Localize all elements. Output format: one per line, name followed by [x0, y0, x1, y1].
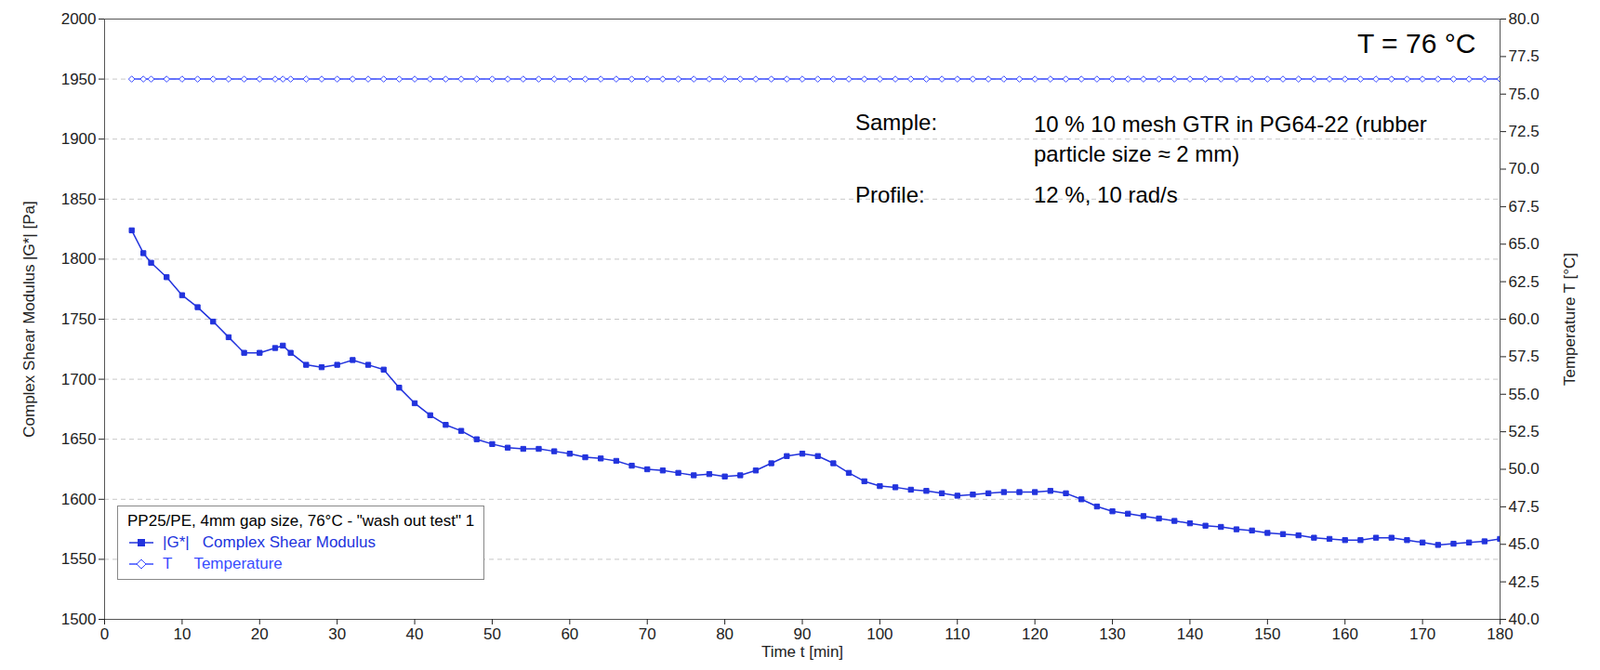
- svg-text:1600: 1600: [61, 490, 97, 509]
- svg-text:57.5: 57.5: [1508, 347, 1540, 366]
- svg-text:1750: 1750: [61, 310, 97, 329]
- svg-text:60.0: 60.0: [1508, 310, 1540, 329]
- svg-text:52.5: 52.5: [1508, 423, 1540, 441]
- html-text:T Temperature: T Temperature: [162, 555, 283, 573]
- svg-text:140: 140: [1176, 625, 1204, 644]
- svg-text:150: 150: [1254, 625, 1281, 644]
- svg-text:100: 100: [866, 625, 893, 644]
- svg-text:1500: 1500: [61, 610, 97, 629]
- svg-text:70: 70: [638, 625, 657, 644]
- svg-text:Time t [min]: Time t [min]: [761, 643, 844, 662]
- svg-text:80.0: 80.0: [1508, 10, 1540, 28]
- svg-text:1650: 1650: [61, 430, 97, 449]
- svg-text:40: 40: [406, 625, 424, 644]
- svg-text:Complex Shear Modulus |G*| [Pa: Complex Shear Modulus |G*| [Pa]: [20, 200, 39, 438]
- svg-text:0: 0: [100, 625, 109, 644]
- svg-text:10: 10: [172, 625, 191, 644]
- svg-text:77.5: 77.5: [1508, 47, 1540, 66]
- svg-text:45.0: 45.0: [1508, 535, 1540, 554]
- html-text:12 %, 10 rad/s: 12 %, 10 rad/s: [1033, 182, 1178, 208]
- svg-text:1900: 1900: [61, 130, 97, 148]
- svg-text:67.5: 67.5: [1508, 198, 1540, 216]
- svg-text:40.0: 40.0: [1508, 610, 1540, 629]
- svg-text:1700: 1700: [61, 370, 97, 389]
- html-text:Profile:: Profile:: [855, 182, 925, 208]
- svg-text:1950: 1950: [61, 70, 97, 89]
- svg-text:90: 90: [793, 625, 812, 644]
- svg-text:55.0: 55.0: [1508, 385, 1540, 404]
- svg-text:65.0: 65.0: [1508, 235, 1540, 253]
- svg-text:1800: 1800: [61, 250, 97, 268]
- svg-text:50: 50: [483, 625, 502, 644]
- svg-text:180: 180: [1486, 625, 1513, 644]
- svg-text:70.0: 70.0: [1508, 159, 1540, 178]
- svg-text:62.5: 62.5: [1508, 273, 1540, 291]
- svg-text:110: 110: [944, 625, 970, 644]
- svg-text:Temperature T [°C]: Temperature T [°C]: [1560, 252, 1579, 386]
- svg-text:120: 120: [1021, 625, 1048, 644]
- svg-text:1850: 1850: [61, 190, 97, 209]
- svg-text:72.5: 72.5: [1508, 122, 1540, 141]
- svg-text:47.5: 47.5: [1508, 498, 1540, 516]
- svg-text:80: 80: [715, 625, 734, 644]
- html-text:Sample:: Sample:: [855, 109, 938, 135]
- svg-text:50.0: 50.0: [1508, 460, 1540, 478]
- svg-text:1550: 1550: [61, 550, 97, 569]
- svg-text:42.5: 42.5: [1508, 573, 1540, 592]
- svg-text:170: 170: [1409, 625, 1436, 644]
- svg-text:2000: 2000: [61, 10, 97, 28]
- svg-text:20: 20: [251, 625, 269, 644]
- svg-text:130: 130: [1098, 625, 1125, 644]
- svg-text:75.0: 75.0: [1508, 85, 1540, 104]
- svg-text:30: 30: [328, 625, 346, 644]
- html-text:10 % 10 mesh GTR in PG64-22 (r: 10 % 10 mesh GTR in PG64-22 (rubber part…: [1033, 111, 1427, 167]
- html-text:|G*| Complex Shear Modulus: |G*| Complex Shear Modulus: [162, 533, 376, 552]
- svg-text:60: 60: [560, 625, 579, 644]
- html-text:T = 76 °C: T = 76 °C: [1357, 27, 1476, 59]
- html-text:PP25/PE, 4mm gap size, 76°C -: PP25/PE, 4mm gap size, 76°C - "wash out …: [127, 512, 475, 530]
- svg-text:160: 160: [1332, 625, 1359, 644]
